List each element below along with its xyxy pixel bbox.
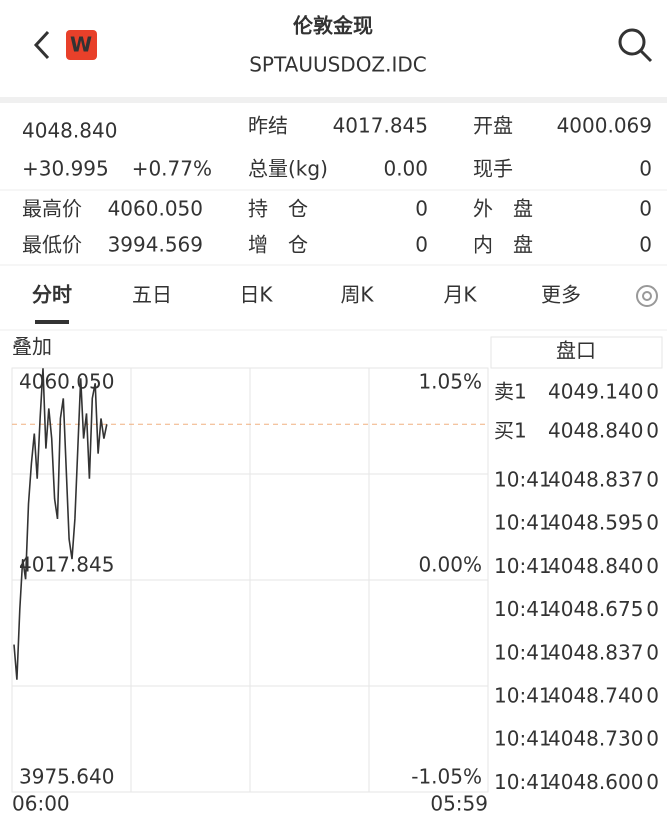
- field-label: 内 盘: [473, 233, 533, 257]
- tab[interactable]: 更多: [541, 283, 581, 307]
- back-button[interactable]: [33, 30, 50, 60]
- field-label: 增 仓: [248, 233, 308, 257]
- y2-tick-label: -1.05%: [411, 765, 482, 789]
- trade-time: 10:41: [494, 727, 552, 751]
- overlay-button[interactable]: 叠加: [12, 335, 52, 359]
- search-button[interactable]: [618, 28, 646, 56]
- tab[interactable]: 周K: [340, 283, 374, 307]
- title: 伦敦金现: [293, 14, 373, 38]
- trade-time: 10:41: [494, 554, 552, 578]
- trade-price: 4048.595: [548, 511, 643, 535]
- logo-badge: [66, 30, 97, 60]
- trade-volume: 0: [646, 684, 659, 708]
- x-tick-label: 05:59: [430, 792, 488, 816]
- level-price: 4048.840: [548, 419, 643, 443]
- field-value: 0: [639, 233, 652, 257]
- price: 4048.840: [22, 119, 117, 143]
- trade-price: 4048.840: [548, 554, 643, 578]
- trade-price: 4048.675: [548, 597, 643, 621]
- level-volume: 0: [646, 380, 659, 404]
- tab[interactable]: 日K: [239, 283, 273, 307]
- change: +30.995: [22, 157, 109, 181]
- trade-price: 4048.740: [548, 684, 643, 708]
- tab[interactable]: 五日: [132, 283, 172, 307]
- field-label: 最高价: [22, 197, 82, 221]
- trade-price: 4048.837: [548, 468, 643, 492]
- trade-volume: 0: [646, 597, 659, 621]
- search-handle: [639, 49, 653, 63]
- y-tick-label: 3975.640: [19, 765, 114, 789]
- trade-time: 10:41: [494, 640, 552, 664]
- trade-price: 4048.837: [548, 640, 643, 664]
- field-label: 昨结: [248, 114, 288, 138]
- field-label: 持 仓: [248, 197, 308, 221]
- settings-icon[interactable]: [636, 285, 658, 307]
- trade-volume: 0: [646, 640, 659, 664]
- trade-time: 10:41: [494, 684, 552, 708]
- trade-time: 10:41: [494, 511, 552, 535]
- field-label: 最低价: [22, 233, 82, 257]
- order-book-header: [490, 336, 663, 369]
- level-label: 卖1: [494, 380, 527, 404]
- field-label: 开盘: [473, 114, 513, 138]
- level-price: 4049.140: [548, 380, 643, 404]
- tab[interactable]: 月K: [443, 283, 477, 307]
- x-tick-label: 06:00: [12, 792, 70, 816]
- field-value: 4060.050: [108, 197, 203, 221]
- field-value: 3994.569: [108, 233, 203, 257]
- y2-tick-label: 1.05%: [418, 370, 482, 394]
- field-value: 0: [415, 233, 428, 257]
- field-label: 总量(kg): [248, 157, 328, 181]
- field-value: 0: [639, 197, 652, 221]
- field-value: 0.00: [383, 157, 428, 181]
- field-label: 现手: [473, 157, 513, 181]
- field-value: 4000.069: [557, 114, 652, 138]
- trade-price: 4048.600: [548, 770, 643, 794]
- trade-price: 4048.730: [548, 727, 643, 751]
- y-tick-label: 4060.050: [19, 370, 114, 394]
- trade-volume: 0: [646, 770, 659, 794]
- level-label: 买1: [494, 419, 527, 443]
- trade-volume: 0: [646, 554, 659, 578]
- level-volume: 0: [646, 419, 659, 443]
- tab[interactable]: 分时: [32, 283, 72, 307]
- trade-volume: 0: [646, 511, 659, 535]
- y2-tick-label: 0.00%: [418, 553, 482, 577]
- tab-indicator: [35, 320, 69, 324]
- trade-time: 10:41: [494, 770, 552, 794]
- order-book-title: 盘口: [556, 339, 596, 363]
- field-value: 4017.845: [333, 114, 428, 138]
- y-tick-label: 4017.845: [19, 553, 114, 577]
- field-value: 0: [415, 197, 428, 221]
- change-pct: +0.77%: [132, 157, 212, 181]
- trade-time: 10:41: [494, 468, 552, 492]
- price-line: [13, 368, 108, 680]
- field-value: 0: [639, 157, 652, 181]
- trade-volume: 0: [646, 468, 659, 492]
- trade-time: 10:41: [494, 597, 552, 621]
- logo: W: [70, 33, 92, 57]
- trade-volume: 0: [646, 727, 659, 751]
- subtitle: SPTAUUSDOZ.IDC: [249, 53, 427, 77]
- field-label: 外 盘: [473, 197, 533, 221]
